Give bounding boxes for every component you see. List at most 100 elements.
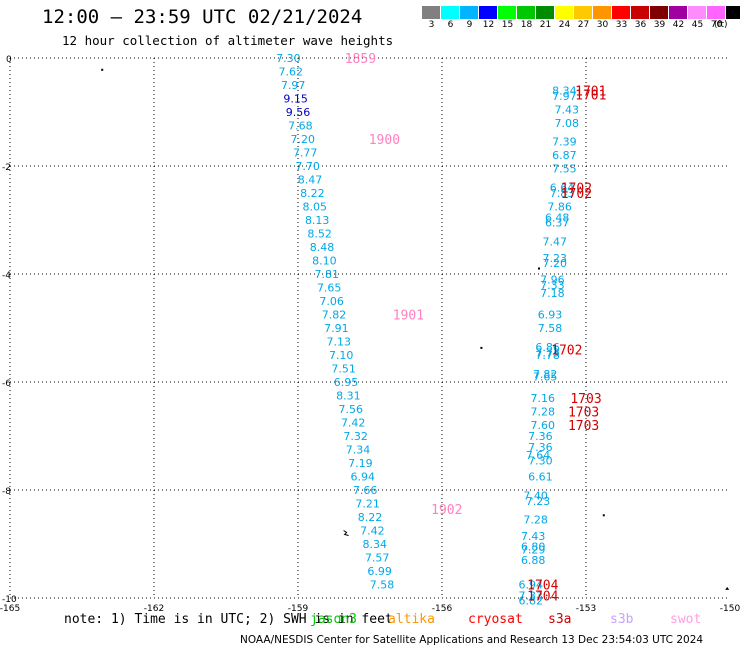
wave-height-label: 6.87: [552, 149, 577, 162]
colorbar-bin: 39: [650, 6, 669, 30]
colorbar-bin: 30: [593, 6, 612, 30]
colorbar-bin-label: 42: [672, 20, 685, 30]
wave-height-label: 7.64: [526, 449, 551, 462]
wave-height-label: 8.34: [552, 84, 577, 97]
colorbar-bin-label: 18: [520, 20, 533, 30]
island-marker: [101, 68, 104, 71]
longitude-tick-label: -153: [576, 604, 596, 614]
wave-height-label: 7.51: [331, 363, 356, 376]
wave-height-label: 8.10: [312, 255, 337, 268]
wave-height-label: 6.61: [528, 471, 553, 484]
wave-height-label: 8.31: [336, 390, 361, 403]
colorbar-bin: 18: [517, 6, 536, 30]
pass-time-label: 1704: [527, 579, 558, 594]
wave-height-label: 6.37: [545, 217, 570, 230]
latitude-tick-label: 0: [6, 55, 12, 65]
longitude-tick-label: -150: [720, 604, 740, 614]
wave-height-label: 6.80: [521, 541, 546, 554]
wave-height-label: 7.39: [552, 136, 577, 149]
wave-height-label: 7.33: [540, 279, 565, 292]
pass-time-label: 1900: [369, 133, 400, 148]
island-outline: [343, 530, 349, 536]
wave-height-label: 7.65: [317, 282, 342, 295]
wave-height-label: 8.22: [358, 511, 383, 524]
wave-height-label: 8.47: [298, 174, 323, 187]
wave-height-label: 7.57: [365, 552, 390, 565]
wave-height-label: 7.66: [353, 484, 378, 497]
wave-height-label: 6.48: [545, 211, 570, 224]
wave-height-label: 7.21: [355, 498, 380, 511]
colorbar-bin: 9: [460, 6, 479, 30]
colorbar-bin-label: 12: [482, 20, 495, 30]
colorbar-bin-label: 21: [539, 20, 552, 30]
wave-height-label: 7.43: [521, 530, 546, 543]
wave-height-label: 7.58: [538, 322, 563, 335]
wave-height-label: 9.15: [283, 93, 308, 106]
wave-height-label: 7.56: [339, 403, 364, 416]
wave-height-label: 7.82: [533, 368, 558, 381]
wave-height-label: 7.42: [341, 417, 366, 430]
latitude-tick-label: -8: [2, 487, 11, 497]
longitude-tick-label: -162: [144, 604, 164, 614]
colorbar-bin-label: 6: [447, 20, 454, 30]
wave-height-label: 7.58: [370, 579, 395, 592]
colorbar-bin: 15: [498, 6, 517, 30]
pass-time-label: 1702: [561, 187, 592, 202]
wave-height-label: 6.88: [521, 554, 546, 567]
colorbar-bin: 27: [574, 6, 593, 30]
pass-time-label: 1703: [570, 392, 601, 407]
wave-height-label: 9.56: [286, 106, 311, 119]
wave-height-label: 6.94: [519, 579, 544, 592]
sat-label-s3b: s3b: [610, 612, 634, 627]
colorbar-bin-label: 70: [710, 20, 723, 30]
wave-height-label: 6.94: [351, 471, 376, 484]
colorbar-bin: 3: [422, 6, 441, 30]
wave-height-label: 7.30: [276, 52, 301, 65]
pass-time-label: 1703: [568, 406, 599, 421]
wave-height-label: 7.83: [550, 187, 575, 200]
colorbar-bin-label: 45: [691, 20, 704, 30]
pass-time-label: 1702: [561, 182, 592, 197]
wave-height-label: 7.29: [521, 543, 546, 556]
wave-height-label: 7.65: [533, 371, 558, 384]
pass-time-label: 1702: [551, 344, 582, 359]
wave-height-label: 8.13: [305, 214, 330, 227]
latitude-tick-label: -10: [2, 595, 17, 605]
latitude-tick-label: -2: [2, 163, 11, 173]
wave-height-label: 7.13: [327, 336, 352, 349]
colorbar-bin: 45: [688, 6, 707, 30]
sat-label-swot: swot: [670, 612, 702, 627]
wave-height-label: 7.23: [543, 252, 568, 265]
wave-height-label: 7.30: [528, 454, 553, 467]
colorbar-bin-label: 3: [428, 20, 435, 30]
credit-line: NOAA/NESDIS Center for Satellite Applica…: [240, 634, 704, 646]
pass-time-label: 1859: [345, 52, 376, 67]
wave-height-label: 7.33: [519, 589, 544, 602]
wave-height-label: 7.70: [295, 160, 320, 173]
pass-time-label: 1704: [527, 589, 558, 604]
pass-time-label: 1701: [575, 84, 606, 99]
wave-height-label: 7.91: [324, 322, 349, 335]
colorbar-bin-label: 27: [577, 20, 590, 30]
wave-height-label: 6.93: [538, 309, 563, 322]
wave-height-label: 7.97: [552, 90, 577, 103]
wave-height-label: 7.60: [531, 419, 556, 432]
colorbar-bin-label: 15: [501, 20, 514, 30]
longitude-tick-label: -159: [288, 604, 309, 614]
wave-height-label: 7.68: [288, 120, 313, 133]
colorbar-bin: 24: [555, 6, 574, 30]
longitude-tick-label: -156: [432, 604, 453, 614]
pass-time-label: 1901: [393, 309, 424, 324]
sat-label-altika: altika: [388, 612, 435, 627]
wave-height-label: 7.32: [343, 430, 368, 443]
latitude-tick-label: -6: [2, 379, 11, 389]
wave-height-label: 8.34: [363, 538, 388, 551]
pass-time-label: 1703: [568, 419, 599, 434]
wave-height-label: 7.20: [291, 133, 316, 146]
wave-height-label: 7.40: [523, 489, 548, 502]
wave-height-label: 7.43: [555, 103, 580, 116]
wave-height-label: 7.73: [535, 346, 560, 359]
footnote: note: 1) Time is in UTC; 2) SWH is in fe…: [64, 612, 393, 627]
wave-height-label: 7.34: [346, 444, 371, 457]
